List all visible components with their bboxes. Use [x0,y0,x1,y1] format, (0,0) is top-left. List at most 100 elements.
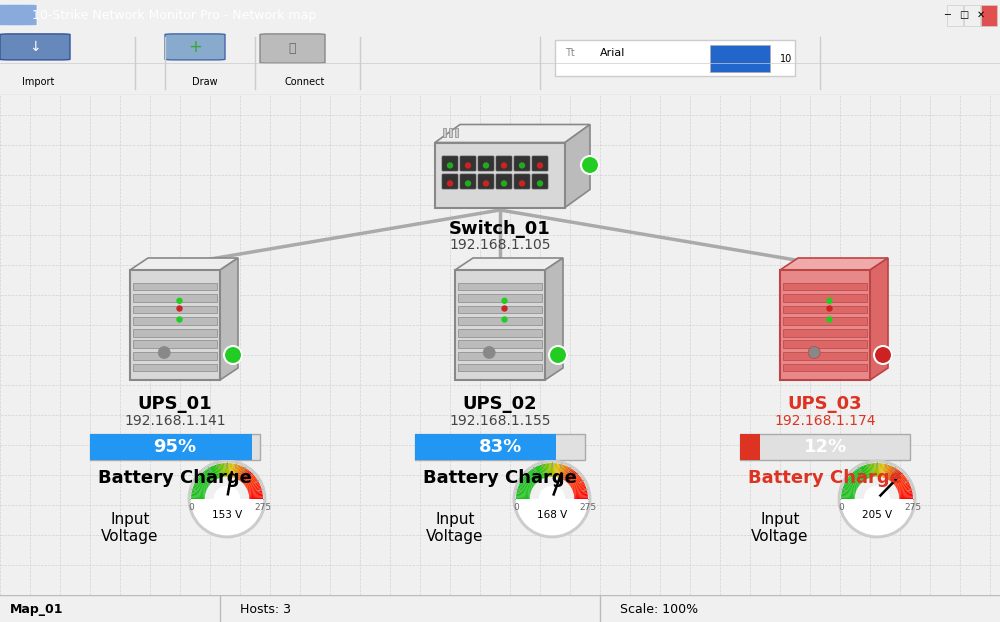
Text: 10: 10 [780,54,792,64]
Wedge shape [220,463,224,477]
Wedge shape [194,484,207,491]
Wedge shape [841,498,855,499]
Wedge shape [246,480,258,488]
Wedge shape [876,463,877,476]
Wedge shape [881,463,885,477]
Wedge shape [574,493,588,496]
Wedge shape [574,491,587,494]
Wedge shape [248,485,261,491]
FancyBboxPatch shape [783,306,867,313]
Circle shape [177,317,182,322]
FancyBboxPatch shape [783,352,867,360]
Text: 275: 275 [579,503,597,512]
FancyBboxPatch shape [458,352,542,360]
Text: ✕: ✕ [977,10,985,20]
Wedge shape [191,498,205,499]
Wedge shape [191,493,205,496]
Wedge shape [243,475,254,485]
Text: 95%: 95% [153,438,197,456]
Wedge shape [549,463,551,476]
Wedge shape [203,471,213,483]
Text: Input
Voltage: Input Voltage [426,512,484,544]
Wedge shape [211,466,218,479]
Wedge shape [532,468,540,480]
Polygon shape [130,258,238,270]
Wedge shape [857,468,865,480]
Wedge shape [888,468,896,480]
Wedge shape [517,488,531,493]
Wedge shape [248,488,262,493]
Wedge shape [516,496,530,498]
Circle shape [189,461,265,537]
Wedge shape [536,466,543,479]
Wedge shape [899,491,912,494]
Text: Input
Voltage: Input Voltage [751,512,809,544]
Text: UPS_01: UPS_01 [138,395,212,413]
Circle shape [514,461,590,537]
Wedge shape [878,463,880,476]
Wedge shape [191,499,263,535]
Wedge shape [572,483,585,490]
Wedge shape [898,490,912,494]
Wedge shape [899,493,913,496]
Text: 83%: 83% [478,438,522,456]
Wedge shape [526,473,536,484]
Wedge shape [191,496,205,498]
Wedge shape [856,469,865,481]
FancyBboxPatch shape [478,156,494,171]
Wedge shape [546,463,549,477]
Wedge shape [573,485,586,491]
Wedge shape [249,496,263,498]
Wedge shape [571,481,584,489]
FancyBboxPatch shape [458,282,542,290]
Wedge shape [516,499,588,535]
Wedge shape [850,475,861,485]
FancyBboxPatch shape [133,282,217,290]
Text: 12%: 12% [803,438,847,456]
Wedge shape [867,464,872,478]
FancyBboxPatch shape [783,282,867,290]
Wedge shape [556,463,560,477]
Text: 192.168.1.141: 192.168.1.141 [124,414,226,428]
Wedge shape [889,469,898,481]
Circle shape [539,486,565,513]
Text: ↓: ↓ [29,40,41,54]
Wedge shape [571,479,583,488]
Wedge shape [518,486,531,492]
Wedge shape [248,490,262,494]
Wedge shape [562,467,570,480]
Wedge shape [846,480,858,488]
Text: 192.168.1.105: 192.168.1.105 [449,238,551,252]
Text: 0: 0 [838,503,844,512]
Wedge shape [191,492,205,496]
Circle shape [483,346,495,358]
Wedge shape [204,471,213,482]
FancyBboxPatch shape [496,156,512,171]
Circle shape [549,346,567,364]
Wedge shape [519,484,532,491]
Wedge shape [558,465,563,478]
Circle shape [827,306,832,311]
Text: Battery Charge: Battery Charge [423,469,577,487]
Polygon shape [435,124,590,142]
Wedge shape [566,471,575,482]
Circle shape [538,181,542,186]
Circle shape [466,163,471,168]
Circle shape [214,486,240,513]
Wedge shape [209,467,217,480]
Wedge shape [236,466,243,479]
Wedge shape [197,478,209,486]
Wedge shape [555,463,558,477]
Wedge shape [206,469,215,481]
Wedge shape [892,473,902,483]
Wedge shape [842,491,855,494]
Wedge shape [569,476,580,485]
Wedge shape [217,464,222,478]
FancyBboxPatch shape [260,34,325,63]
Circle shape [520,181,524,186]
Wedge shape [240,470,249,481]
Wedge shape [212,466,218,479]
Wedge shape [885,465,891,478]
Wedge shape [525,475,536,485]
Wedge shape [521,479,533,488]
